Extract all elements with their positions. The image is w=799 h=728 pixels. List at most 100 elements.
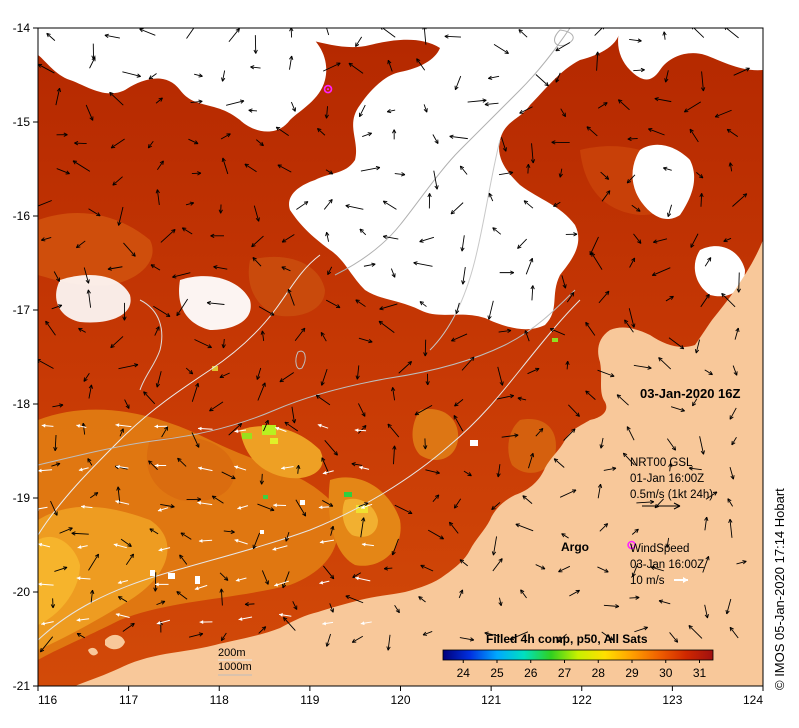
current-arrow (690, 233, 699, 248)
current-arrow (453, 498, 462, 509)
current-arrow (597, 369, 615, 378)
current-arrow (665, 537, 670, 548)
current-arrow (530, 143, 536, 164)
current-arrow (391, 538, 399, 556)
current-arrow (451, 333, 468, 342)
current-arrow (591, 252, 603, 270)
current-arrow (50, 598, 56, 609)
current-arrow (394, 605, 400, 614)
current-arrow (597, 566, 609, 573)
current-arrow (89, 492, 99, 499)
current-arrow (535, 74, 549, 87)
current-arrow (418, 596, 426, 603)
credit-text: © IMOS 05-Jan-2020 17:14 Hobart (772, 488, 787, 690)
current-arrow (699, 436, 705, 455)
current-arrow (416, 58, 426, 71)
current-arrow (38, 358, 54, 369)
colorbar-tick-label: 31 (693, 666, 707, 680)
current-arrow (54, 566, 68, 572)
current-arrow (463, 470, 472, 477)
current-arrow (123, 242, 136, 257)
lon-tick-label: 116 (38, 693, 57, 707)
current-arrow (705, 491, 718, 500)
land-mass (75, 240, 763, 686)
bathymetry-legend: 200m 1000m (218, 647, 252, 676)
current-arrow (143, 391, 156, 405)
current-arrow (292, 601, 298, 610)
current-arrow (104, 33, 120, 39)
current-arrow (453, 415, 464, 432)
current-arrow (702, 555, 710, 573)
current-arrow (251, 235, 264, 248)
current-arrow (733, 67, 750, 76)
current-arrow (454, 75, 462, 91)
current-arrow (617, 99, 630, 111)
current-arrow (444, 34, 461, 39)
current-arrow (559, 489, 577, 498)
current-arrow (634, 626, 648, 633)
current-arrow (488, 192, 494, 202)
colorbar: Filled 4h comp, p50, All Sats 24 25 26 27 28… (442, 632, 714, 680)
current-arrow (88, 384, 93, 399)
current-arrow (188, 138, 199, 145)
wind-arrow (115, 499, 130, 505)
wind-arrow (361, 542, 374, 547)
current-arrow (432, 134, 439, 144)
current-arrow (221, 70, 226, 82)
wind-legend-scale: 10 m/s (630, 575, 665, 587)
wind-vector-field (38, 423, 374, 626)
current-arrow (629, 257, 636, 268)
current-arrow (324, 440, 338, 456)
current-arrow (324, 106, 329, 119)
contour-1000m-label: 1000m (218, 661, 252, 673)
current-arrow (153, 305, 171, 317)
argo-float-marker-north[interactable] (323, 84, 333, 94)
current-arrow (688, 466, 702, 471)
current-arrow (355, 299, 366, 307)
current-arrow (419, 301, 427, 307)
current-arrow (56, 132, 68, 137)
lat-tick-label: -18 (13, 397, 31, 411)
current-arrow (598, 290, 610, 304)
current-arrow (284, 421, 299, 432)
current-arrow (213, 265, 228, 270)
current-arrow (358, 502, 369, 508)
current-legend: NRT00 GSL 01-Jan 16:00Z 0.5m/s (1kt 24h) (630, 457, 713, 510)
wind-arrow (318, 505, 330, 510)
current-arrow (665, 295, 674, 302)
current-arrow (449, 134, 468, 140)
current-arrow (148, 73, 157, 80)
current-arrow (414, 405, 433, 416)
current-arrow (714, 109, 732, 118)
wind-arrow (238, 616, 253, 621)
current-arrow (734, 327, 740, 340)
current-arrow (394, 504, 413, 515)
current-arrow (501, 137, 507, 152)
colorbar-ticks: 24 25 26 27 28 29 30 31 (457, 660, 707, 680)
current-arrow (622, 452, 635, 466)
current-arrow (325, 633, 331, 647)
wind-arrow (38, 542, 51, 548)
current-arrow (624, 319, 634, 333)
wind-arrow (41, 621, 54, 626)
current-arrow (419, 236, 435, 243)
current-arrow (325, 299, 341, 309)
current-arrow (248, 108, 257, 113)
current-arrow (258, 306, 275, 316)
current-arrow (110, 138, 125, 149)
argo-float-marker[interactable] (627, 540, 636, 550)
wind-arrow (155, 582, 169, 587)
current-arrow (670, 406, 685, 413)
current-arrow (355, 36, 363, 47)
current-arrow (628, 308, 636, 328)
current-arrow (156, 160, 164, 171)
lon-tick-label: 122 (572, 693, 592, 707)
current-arrow (83, 267, 90, 284)
current-arrow (358, 403, 366, 417)
wind-arrow (154, 424, 168, 429)
current-arrow (71, 531, 89, 536)
lat-tick-label: -19 (13, 491, 31, 505)
current-arrow (558, 168, 563, 178)
current-arrow (90, 589, 95, 603)
current-arrow (294, 327, 306, 341)
